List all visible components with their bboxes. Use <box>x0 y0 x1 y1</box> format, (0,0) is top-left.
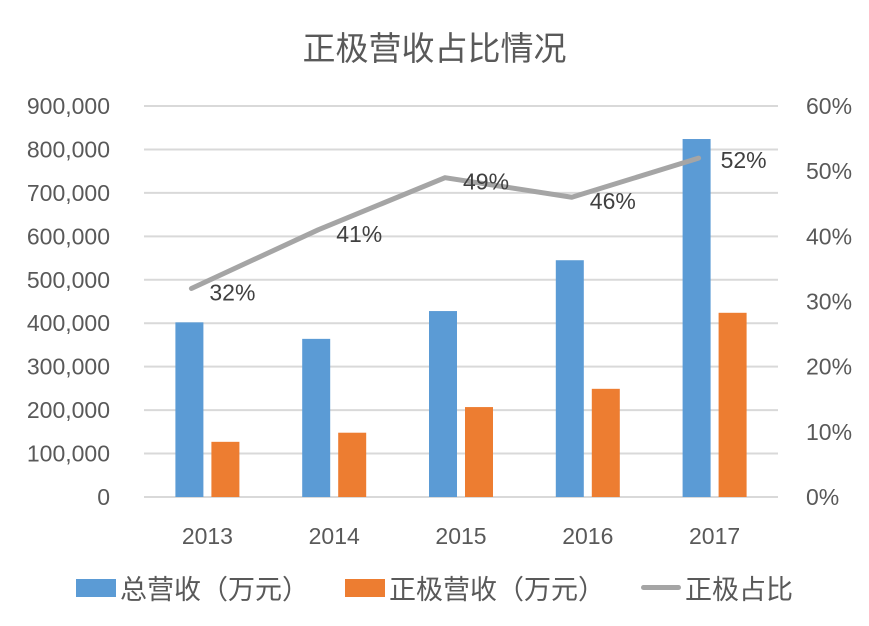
left-tick-label: 0 <box>97 484 110 510</box>
ratio-data-label: 32% <box>209 279 255 305</box>
left-tick-label: 100,000 <box>27 441 110 467</box>
legend-item-total-revenue[interactable]: 总营收（万元） <box>76 568 309 607</box>
x-tick-label: 2014 <box>309 523 360 549</box>
chart-title: 正极营收占比情况 <box>302 29 567 68</box>
left-axis-ticks: 0 100,000 200,000 300,000 400,000 500,000 600,… <box>27 93 110 510</box>
legend-swatch-orange <box>345 578 385 597</box>
right-tick-label: 20% <box>806 354 852 380</box>
x-axis-ticks: 2013 2014 2015 2016 2017 <box>182 523 740 549</box>
ratio-data-label: 46% <box>590 188 636 214</box>
ratio-data-label: 41% <box>336 221 382 247</box>
right-axis-ticks: 0% 10% 20% 30% 40% 50% 60% <box>806 93 852 510</box>
legend-swatch-line <box>641 585 681 590</box>
left-tick-label: 500,000 <box>27 267 110 293</box>
left-tick-label: 400,000 <box>27 310 110 336</box>
left-tick-label: 600,000 <box>27 223 110 249</box>
x-tick-label: 2017 <box>689 523 740 549</box>
bar-cathode-revenue[interactable] <box>591 388 620 497</box>
right-tick-label: 40% <box>806 223 852 249</box>
right-tick-label: 50% <box>806 158 852 184</box>
bar-series <box>175 139 747 498</box>
right-tick-label: 0% <box>806 484 839 510</box>
ratio-data-label: 49% <box>463 169 509 195</box>
ratio-data-label: 52% <box>721 147 767 173</box>
legend-item-cathode-ratio[interactable]: 正极占比 <box>641 568 793 607</box>
legend-label: 正极占比 <box>685 575 793 606</box>
gridlines <box>144 105 778 498</box>
ratio-line[interactable] <box>188 155 702 291</box>
bar-cathode-revenue[interactable] <box>465 407 493 497</box>
bar-total-revenue[interactable] <box>429 311 457 497</box>
legend-label: 总营收（万元） <box>120 575 309 606</box>
left-tick-label: 900,000 <box>27 93 110 119</box>
bar-total-revenue[interactable] <box>175 322 204 497</box>
bar-cathode-revenue[interactable] <box>338 432 367 497</box>
bar-cathode-revenue[interactable] <box>718 312 747 497</box>
bar-total-revenue[interactable] <box>682 139 711 498</box>
x-tick-label: 2015 <box>435 523 486 549</box>
x-tick-label: 2013 <box>182 523 233 549</box>
x-tick-label: 2016 <box>562 523 613 549</box>
bar-total-revenue[interactable] <box>302 338 331 497</box>
bar-cathode-revenue[interactable] <box>211 441 240 497</box>
left-tick-label: 700,000 <box>27 180 110 206</box>
legend-label: 正极营收（万元） <box>389 575 605 606</box>
line-series: 32% 41% 49% 46% 52% <box>188 147 767 305</box>
right-tick-label: 10% <box>806 419 852 445</box>
left-tick-label: 200,000 <box>27 397 110 423</box>
left-tick-label: 800,000 <box>27 136 110 162</box>
bar-total-revenue[interactable] <box>555 260 584 497</box>
right-tick-label: 60% <box>806 93 852 119</box>
legend-item-cathode-revenue[interactable]: 正极营收（万元） <box>345 568 605 607</box>
legend-swatch-blue <box>76 578 116 597</box>
left-tick-label: 300,000 <box>27 354 110 380</box>
right-tick-label: 30% <box>806 289 852 315</box>
legend: 总营收（万元） 正极营收（万元） 正极占比 <box>0 568 869 607</box>
